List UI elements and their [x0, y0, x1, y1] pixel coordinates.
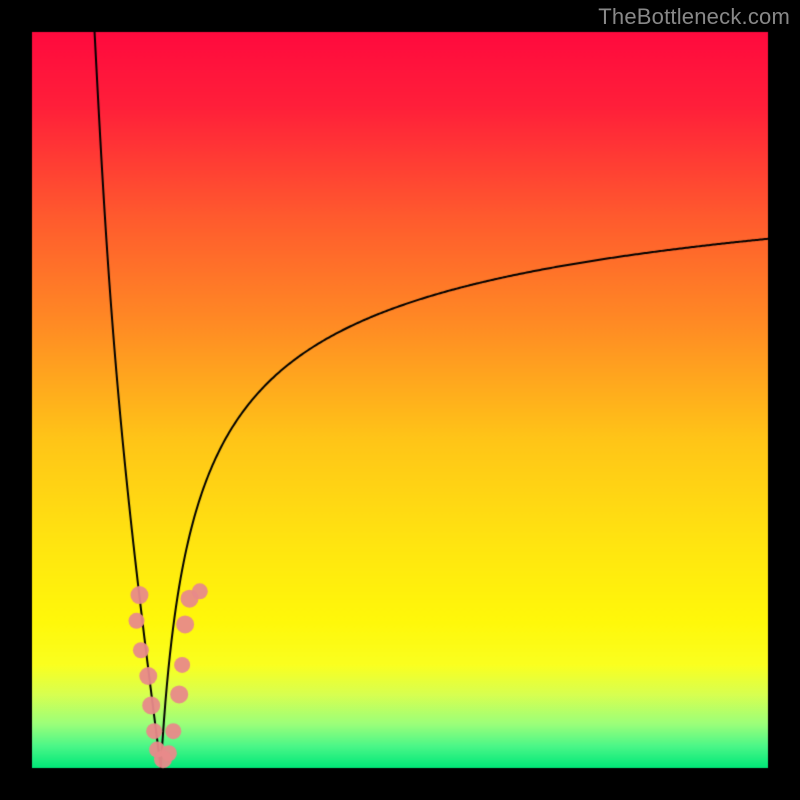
- chart-stage: TheBottleneck.com: [0, 0, 800, 800]
- watermark-text: TheBottleneck.com: [598, 4, 790, 30]
- bottleneck-chart-canvas: [0, 0, 800, 800]
